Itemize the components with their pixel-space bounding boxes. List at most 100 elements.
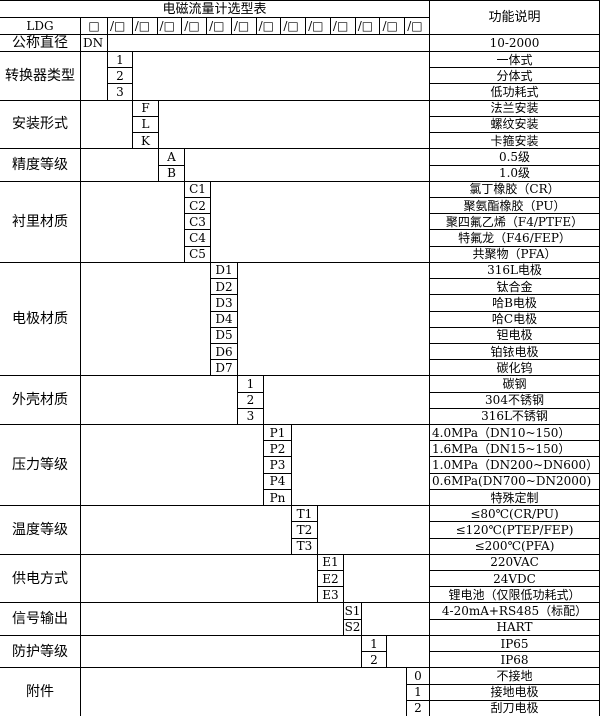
blank-cell — [81, 376, 238, 426]
option-code: C4 — [185, 230, 211, 247]
section-label: 精度等级 — [0, 149, 81, 182]
option-description: 氯丁橡胶（CR） — [430, 181, 600, 198]
option-description: 4-20mA+RS485（标配） — [430, 603, 600, 620]
section-label: 外壳材质 — [0, 376, 81, 426]
section-label: 衬里材质 — [0, 181, 81, 263]
blank-cell — [81, 262, 211, 377]
option-code: D1 — [211, 262, 238, 280]
function-header: 功能说明 — [430, 1, 600, 35]
blank-cell — [211, 181, 430, 263]
option-code: C3 — [185, 214, 211, 231]
blank-cell — [81, 149, 159, 182]
header-box: /□ — [306, 18, 331, 35]
option-code: Pn — [264, 489, 292, 507]
option-code: P4 — [264, 473, 292, 490]
option-description: 卡箍安装 — [430, 133, 600, 150]
option-code: 2 — [108, 68, 133, 85]
option-description: 1.0MPa（DN200~DN600） — [430, 457, 600, 474]
header-box: □ — [81, 18, 108, 35]
option-description: 0.6MPa(DN700~DN2000) — [430, 473, 600, 490]
option-description: 钽电极 — [430, 327, 600, 344]
option-description: 钛合金 — [430, 279, 600, 296]
option-code: T1 — [292, 506, 318, 523]
nominal-diameter-label: 公称直径 — [0, 35, 81, 52]
blank-cell — [81, 603, 344, 636]
option-code: P3 — [264, 457, 292, 474]
option-code: F — [133, 100, 159, 117]
option-code: D5 — [211, 327, 238, 344]
option-code: D6 — [211, 343, 238, 361]
option-description: HART — [430, 619, 600, 636]
option-code: P2 — [264, 441, 292, 458]
option-description: 304不锈钢 — [430, 392, 600, 409]
option-description: ≤80℃(CR/PU) — [430, 506, 600, 523]
option-code: K — [133, 133, 159, 150]
option-description: 接地电极 — [430, 684, 600, 701]
blank-cell — [159, 100, 430, 150]
section-label: 安装形式 — [0, 100, 81, 150]
option-description: 法兰安装 — [430, 100, 600, 117]
header-box: /□ — [355, 18, 381, 35]
option-code: A — [159, 149, 185, 166]
header-box: /□ — [231, 18, 257, 35]
model-prefix: LDG — [0, 18, 81, 35]
option-code: 1 — [108, 52, 133, 69]
blank-cell — [81, 635, 362, 669]
section-label: 供电方式 — [0, 554, 81, 604]
blank-cell — [387, 635, 430, 669]
section-label: 压力等级 — [0, 425, 81, 507]
option-description: 一体式 — [430, 52, 600, 69]
option-code: C2 — [185, 197, 211, 215]
blank-cell — [185, 149, 430, 182]
option-description: 聚四氟乙烯（F4/PTFE） — [430, 214, 600, 231]
blank-cell — [292, 425, 430, 507]
option-description: IP68 — [430, 652, 600, 669]
blank-cell — [362, 603, 430, 636]
option-description: 316L电极 — [430, 262, 600, 280]
blank-cell — [318, 506, 430, 555]
section-label: 温度等级 — [0, 506, 81, 555]
option-code: B — [159, 165, 185, 182]
nominal-diameter-code: DN — [81, 35, 108, 52]
header-box: /□ — [281, 18, 307, 35]
option-code: 3 — [238, 408, 264, 426]
blank-cell — [81, 425, 264, 507]
section-label: 电极材质 — [0, 262, 81, 377]
option-code: 2 — [407, 700, 430, 716]
header-box: /□ — [132, 18, 158, 35]
nominal-diameter-desc: 10-2000 — [430, 35, 600, 52]
blank-cell — [133, 52, 430, 101]
option-description: ≤200℃(PFA) — [430, 538, 600, 555]
blank-cell — [81, 554, 318, 604]
option-description: 锂电池（仅限低功耗式） — [430, 587, 600, 604]
option-code: T3 — [292, 538, 318, 555]
option-description: ≤120℃(PTEP/FEP) — [430, 522, 600, 539]
section-label: 防护等级 — [0, 635, 81, 669]
option-code: D7 — [211, 360, 238, 377]
section-label: 转换器类型 — [0, 52, 81, 101]
option-code: 2 — [238, 392, 264, 409]
header-box: /□ — [330, 18, 356, 35]
option-description: 共聚物（PFA） — [430, 246, 600, 263]
header-box: /□ — [207, 18, 232, 35]
option-description: 哈C电极 — [430, 311, 600, 328]
header-box: /□ — [380, 18, 406, 35]
option-code: 1 — [407, 684, 430, 701]
option-code: C1 — [185, 181, 211, 198]
option-description: 1.6MPa（DN15~150） — [430, 441, 600, 458]
blank-cell — [238, 262, 430, 377]
option-code: T2 — [292, 522, 318, 539]
option-description: 聚氨酯橡胶（PU） — [430, 197, 600, 215]
option-code: D2 — [211, 279, 238, 296]
header-box: /□ — [405, 18, 430, 35]
blank-cell — [81, 52, 108, 101]
section-label: 信号输出 — [0, 603, 81, 636]
option-description: 0.5级 — [430, 149, 600, 166]
header-box: /□ — [157, 18, 183, 35]
option-code: S1 — [344, 603, 362, 620]
option-code: E1 — [318, 554, 344, 572]
blank-cell — [81, 100, 133, 150]
option-description: IP65 — [430, 635, 600, 653]
option-code: 1 — [238, 376, 264, 393]
